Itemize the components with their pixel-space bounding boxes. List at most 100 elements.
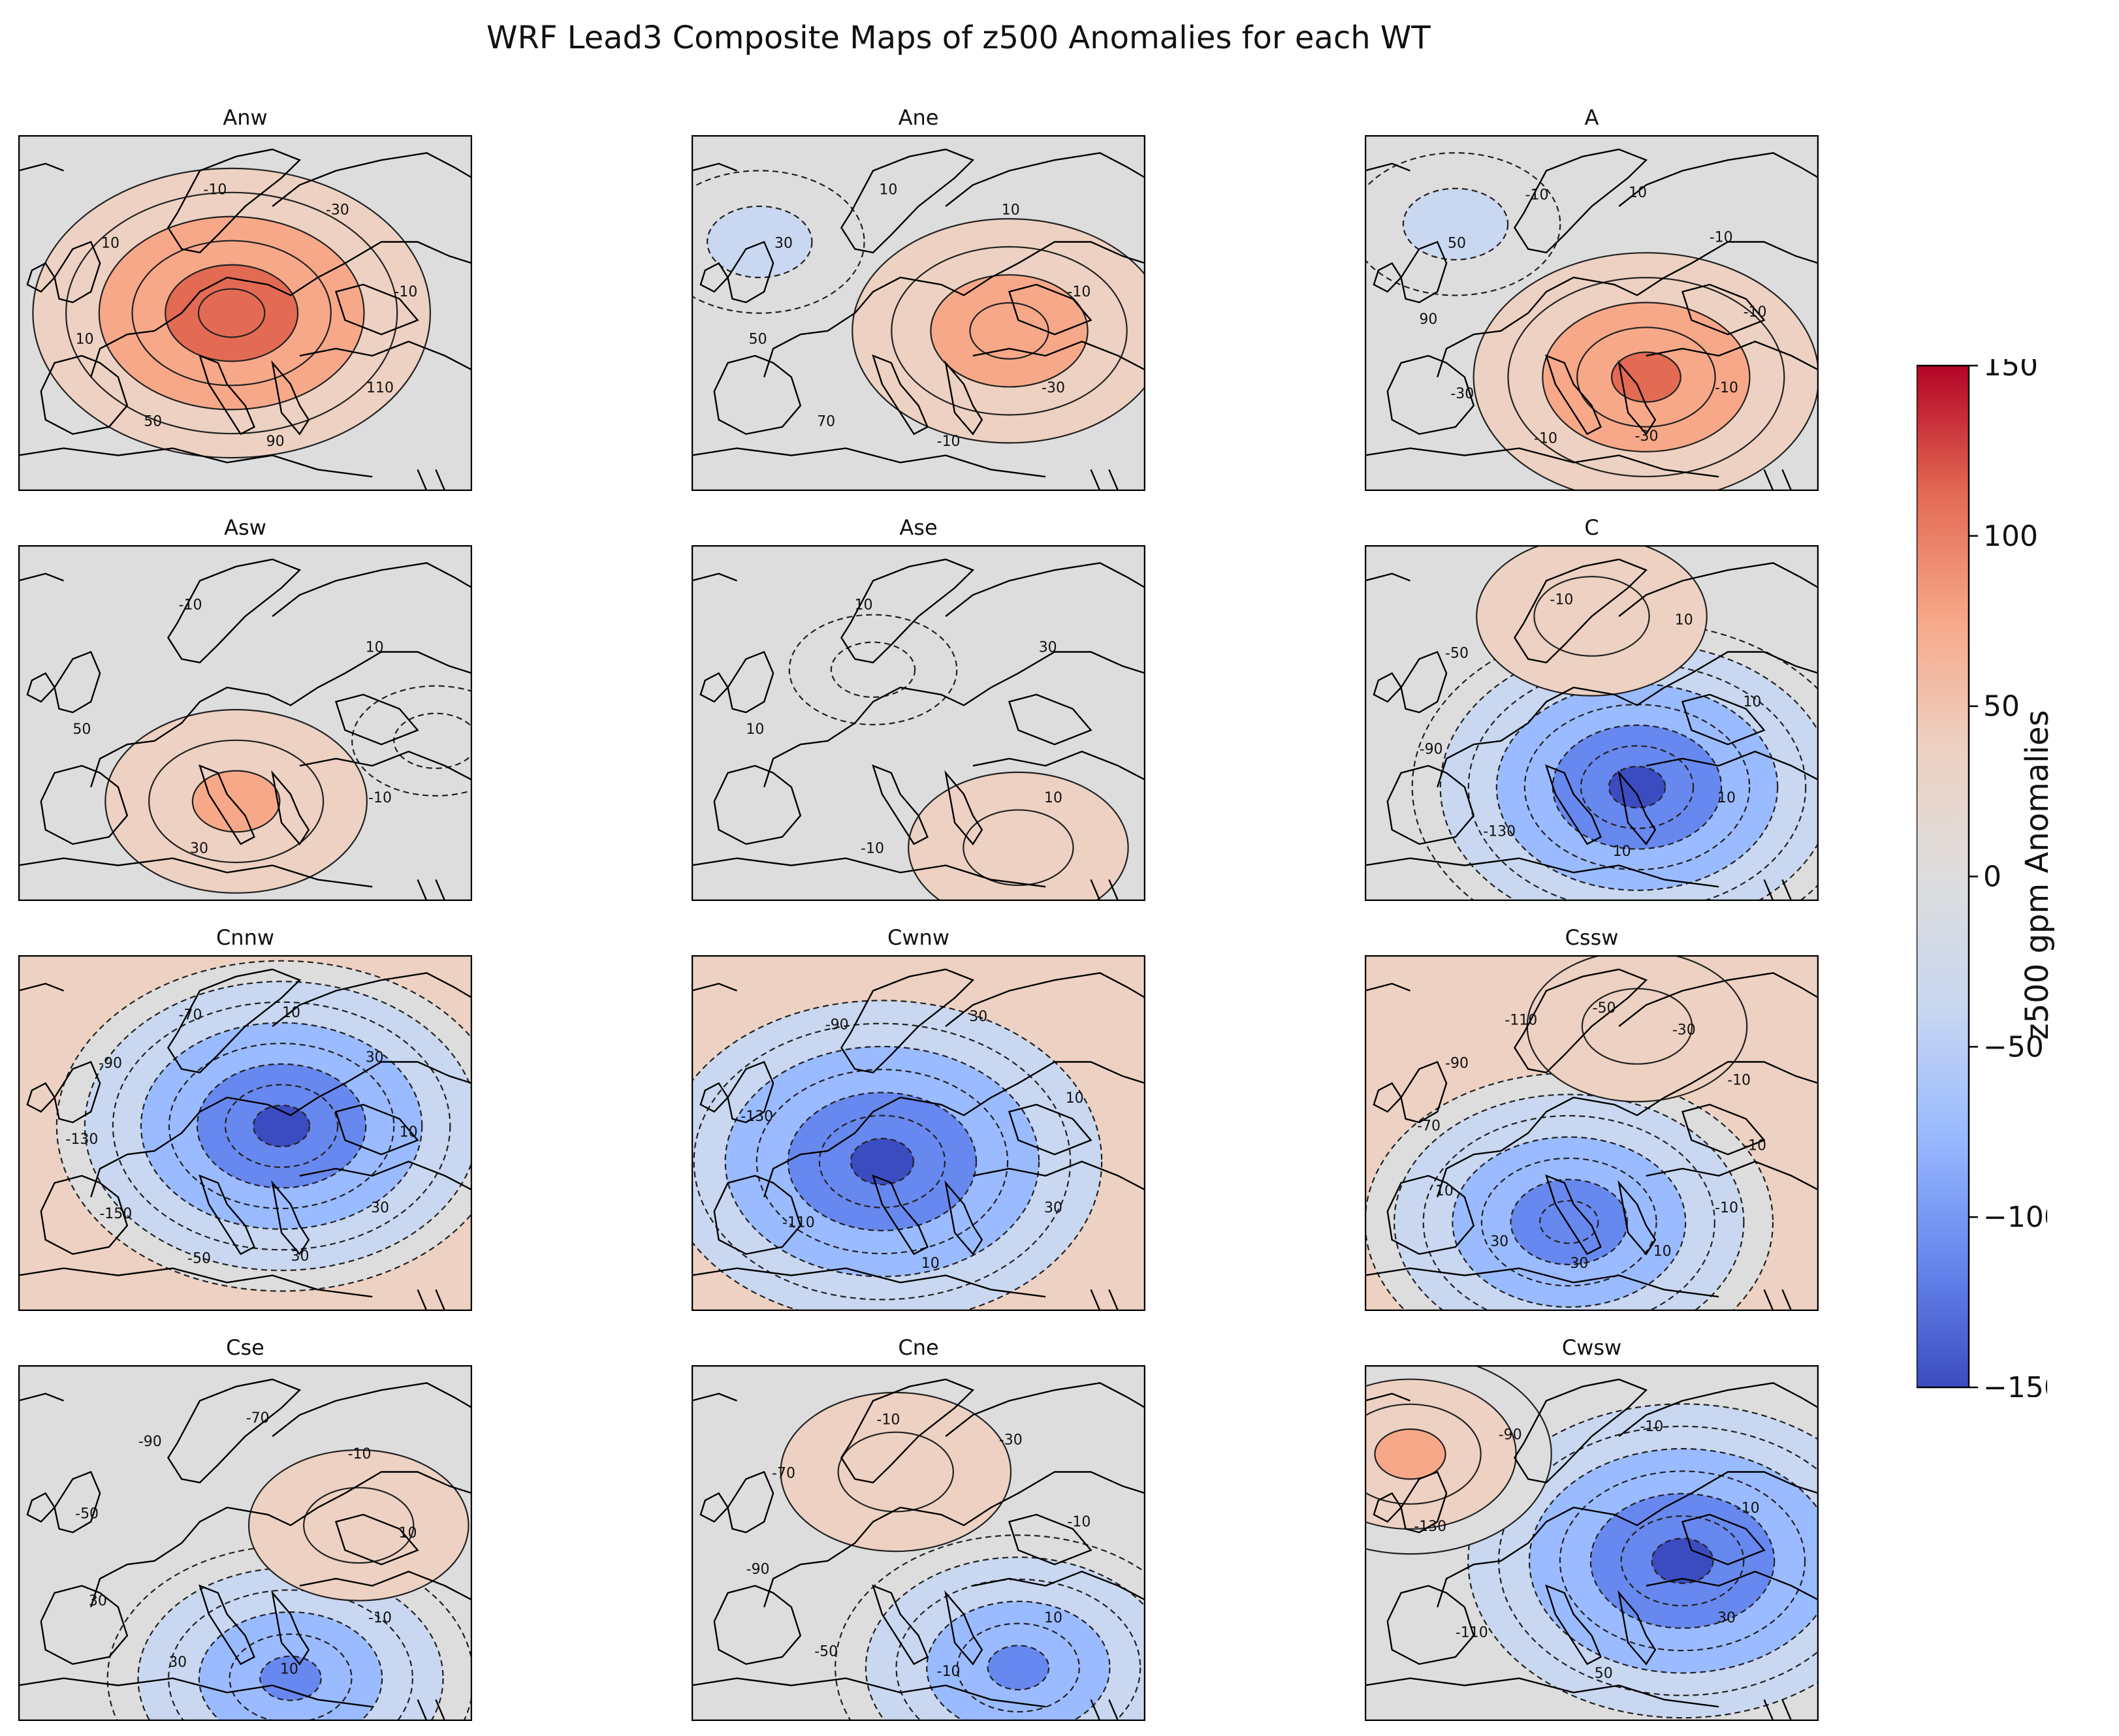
panel-title-cwnw: Cwnw <box>887 925 949 950</box>
colorbar-tick-label: −100 <box>1983 1201 2047 1234</box>
coastline-10 <box>1365 1677 1719 1708</box>
coastline-2 <box>1618 972 1819 1027</box>
coastline-7 <box>872 764 929 845</box>
coastline-1 <box>1513 558 1648 664</box>
coastline-6 <box>40 765 129 845</box>
contour-label: 10 <box>1066 1090 1084 1107</box>
coastline-6 <box>1386 765 1475 845</box>
contour-label: 10 <box>855 597 873 614</box>
contour-label: -90 <box>138 1434 162 1450</box>
contour-label: 10 <box>1002 202 1020 219</box>
coastline-10 <box>18 1267 373 1298</box>
contour-label: -10 <box>1067 1514 1091 1530</box>
coastline-8 <box>944 1590 983 1665</box>
coastline-1 <box>840 1378 975 1484</box>
contour-label: -10 <box>1550 592 1573 608</box>
map-panel-ase: 10 -10 10 10 30 <box>692 545 1145 901</box>
coastline-10 <box>692 857 1046 888</box>
contour-label: 50 <box>1595 1665 1613 1682</box>
figure-title: WRF Lead3 Composite Maps of z500 Anomali… <box>486 20 1431 56</box>
coastline-9 <box>299 340 472 371</box>
contour-neg-1-1 <box>393 712 472 769</box>
contour-label: -30 <box>1042 380 1065 396</box>
contour-label: -10 <box>1715 1200 1738 1216</box>
coastline-12 <box>1681 1103 1766 1156</box>
contour-label: 10 <box>879 182 897 198</box>
coastline-3 <box>54 1470 101 1534</box>
contour-label: -30 <box>1635 428 1659 445</box>
colorbar-label: z500 gpm Anomalies <box>2019 710 2056 1040</box>
coastline-8 <box>944 360 983 435</box>
contour-label: -10 <box>1727 1073 1751 1089</box>
coastline-2 <box>945 1382 1145 1437</box>
coastline-0 <box>1365 163 1410 172</box>
colorbar-tick-label: 0 <box>1983 860 2001 894</box>
contour-label: -70 <box>772 1466 795 1482</box>
map-panel-cwnw: 30 10 -110 -130 -90 30 10 <box>692 955 1145 1311</box>
coastline-4 <box>699 1082 729 1113</box>
map-panel-cnnw: 30 30 -50 -150 -130 -90 -70 10 30 10 <box>18 955 472 1311</box>
coastline-8 <box>271 1590 310 1665</box>
contour-label: -90 <box>746 1562 770 1578</box>
contour-neg-1-1 <box>1402 187 1509 260</box>
coastline-9 <box>299 1160 472 1191</box>
contour-label: -10 <box>348 1446 372 1462</box>
coastline-2 <box>1618 152 1819 207</box>
contour-label: -70 <box>179 1007 202 1024</box>
contour-label: -10 <box>1067 284 1091 300</box>
coastline-0 <box>692 163 737 172</box>
coastline-3 <box>1400 240 1448 304</box>
coastline-7 <box>199 354 255 435</box>
contour-label: -50 <box>187 1251 211 1267</box>
contour-label: -10 <box>1640 1419 1663 1435</box>
coastline-4 <box>1373 262 1403 293</box>
map-panel-asw: -10 30 50 -10 10 <box>18 545 472 901</box>
panel-title-c: C <box>1584 515 1599 540</box>
coastline-6 <box>1386 1585 1475 1665</box>
coastline-3 <box>54 1060 101 1124</box>
contour-pos-1-1 <box>837 1431 954 1513</box>
contour-label: -50 <box>814 1643 838 1660</box>
colorbar-tick-label: −150 <box>1983 1371 2047 1397</box>
contour-label: -10 <box>1710 230 1733 246</box>
coastline-7 <box>872 354 929 435</box>
panel-frame <box>692 955 1145 1311</box>
coastline-0 <box>18 1393 64 1402</box>
coastline-2 <box>945 972 1145 1027</box>
coastline-2 <box>272 1382 472 1437</box>
panel-frame <box>18 135 472 491</box>
contour-neg-0-6 <box>1651 1538 1714 1585</box>
coastline-7 <box>199 764 255 845</box>
contour-label: 30 <box>1490 1233 1508 1250</box>
map-panel-cne: 10 -10 -50 -90 -70 -10 -30 -10 <box>692 1365 1145 1721</box>
contour-pos-0-5 <box>197 288 266 338</box>
contour-label: -110 <box>1505 1013 1537 1029</box>
contour-label: 30 <box>366 1050 384 1066</box>
contour-label: -130 <box>1414 1519 1446 1535</box>
coastline-9 <box>1646 1570 1819 1601</box>
panel-title-a: A <box>1584 105 1599 130</box>
contour-pos-0-2 <box>191 770 281 833</box>
map-panel-a: -10 -30 -10 -30 90 50 -10 10 -10 -10 <box>1365 135 1819 491</box>
coastline-5 <box>90 1061 472 1197</box>
coastline-11 <box>1090 879 1119 901</box>
coastline-11 <box>1090 1289 1119 1311</box>
contour-label: 10 <box>400 1124 418 1141</box>
contour-label: 10 <box>282 1005 300 1021</box>
coastline-5 <box>1437 1471 1819 1607</box>
coastline-9 <box>1646 750 1819 781</box>
contour-label: -10 <box>861 841 884 857</box>
coastline-7 <box>1545 764 1602 845</box>
coastline-4 <box>1373 1082 1403 1113</box>
coastline-0 <box>18 163 64 172</box>
coastline-10 <box>692 1677 1046 1708</box>
contour-label: 90 <box>266 434 285 450</box>
contour-label: -50 <box>1445 646 1469 662</box>
contour-label: -10 <box>1534 431 1557 447</box>
contour-label: 50 <box>749 332 767 348</box>
coastline-7 <box>872 1584 929 1665</box>
panel-title-cnnw: Cnnw <box>215 925 275 950</box>
coastline-1 <box>167 148 302 254</box>
contour-label: 10 <box>101 236 119 252</box>
contour-label: -90 <box>825 1017 849 1033</box>
